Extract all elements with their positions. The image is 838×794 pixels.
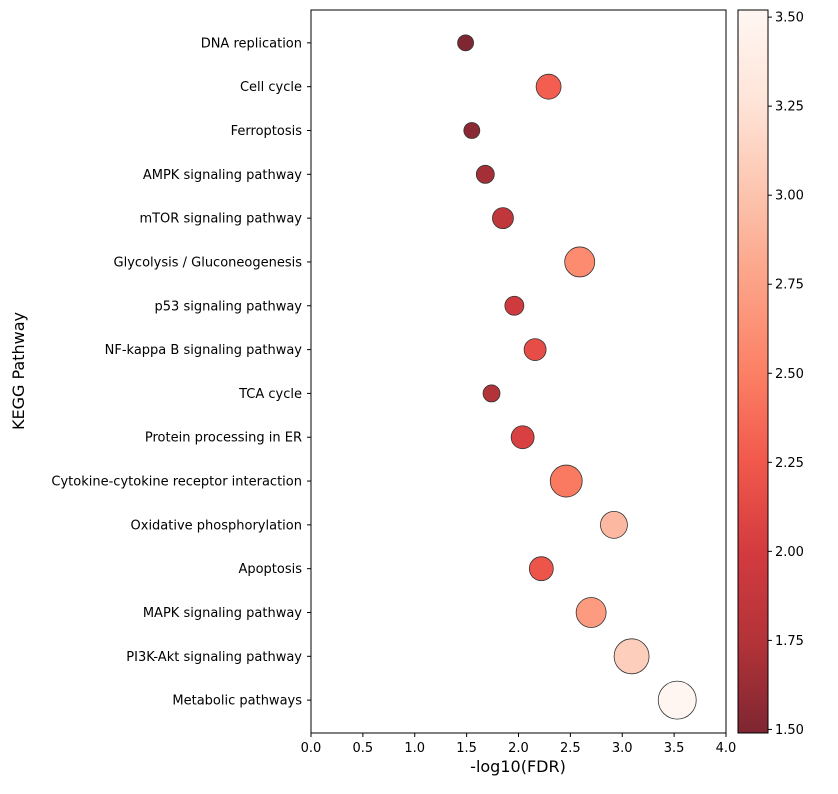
y-tick-label: Apoptosis xyxy=(238,562,302,577)
plot-marks xyxy=(457,34,697,720)
bubble-point xyxy=(475,164,495,184)
y-tick-label: Cell cycle xyxy=(240,80,302,95)
y-tick-label: Protein processing in ER xyxy=(145,431,302,446)
y-tick-label: PI3K-Akt signaling pathway xyxy=(126,650,302,665)
y-tick-label: Cytokine-cytokine receptor interaction xyxy=(51,475,302,490)
x-tick-label: 0.5 xyxy=(353,741,374,756)
colorbar-tick-label: 2.00 xyxy=(775,545,804,560)
y-tick-label: TCA cycle xyxy=(238,387,302,402)
y-tick-label: NF-kappa B signaling pathway xyxy=(105,343,303,358)
x-tick-label: 0.0 xyxy=(301,741,322,756)
colorbar: 1.50 1.75 2.00 2.25 2.50 2.75 3.00 3.25 3.50 xyxy=(737,9,804,738)
y-tick-label: Ferroptosis xyxy=(231,124,303,139)
x-tick-label: 1.5 xyxy=(456,741,477,756)
colorbar-gradient xyxy=(737,9,769,734)
bubble-point xyxy=(482,384,501,403)
plot-frame xyxy=(310,9,727,734)
y-axis-ticks: DNA replication Cell cycle Ferroptosis AMPK… xyxy=(51,36,311,709)
y-tick-label: AMPK signaling pathway xyxy=(143,168,302,183)
y-tick-label: mTOR signaling pathway xyxy=(139,212,302,227)
bubble-point xyxy=(535,73,562,100)
x-tick-label: 3.0 xyxy=(612,741,633,756)
colorbar-tick-label: 3.25 xyxy=(775,100,804,115)
y-tick-label: Oxidative phosphorylation xyxy=(131,518,302,533)
bubble-point xyxy=(613,638,650,675)
y-axis-label: KEGG Pathway xyxy=(9,312,28,430)
x-tick-label: 4.0 xyxy=(716,741,737,756)
bubble-point xyxy=(492,207,514,230)
colorbar-tick-label: 3.00 xyxy=(775,189,804,204)
x-tick-label: 3.5 xyxy=(664,741,685,756)
bubble-point xyxy=(564,246,596,278)
bubble-point xyxy=(523,338,547,361)
colorbar-tick-label: 2.50 xyxy=(775,367,804,382)
bubble-point xyxy=(504,295,525,316)
bubble-point xyxy=(510,425,535,450)
y-tick-label: DNA replication xyxy=(201,36,302,51)
colorbar-tick-label: 2.25 xyxy=(775,456,804,471)
y-tick-label: p53 signaling pathway xyxy=(155,299,303,314)
y-tick-label: Glycolysis / Gluconeogenesis xyxy=(114,255,303,270)
colorbar-tick-label: 2.75 xyxy=(775,278,804,293)
x-tick-label: 2.5 xyxy=(560,741,581,756)
bubble-point xyxy=(457,34,474,52)
x-tick-label: 2.0 xyxy=(508,741,529,756)
bubble-point xyxy=(657,680,697,720)
y-tick-label: MAPK signaling pathway xyxy=(143,606,302,621)
colorbar-tick-label: 3.50 xyxy=(775,11,804,26)
bubble-point xyxy=(600,510,628,539)
y-tick-label: Metabolic pathways xyxy=(172,694,302,709)
colorbar-tick-label: 1.50 xyxy=(775,723,804,738)
bubble-point xyxy=(575,597,607,628)
x-axis-label: -log10(FDR) xyxy=(470,757,566,776)
bubble-point xyxy=(463,122,481,139)
bubble-point xyxy=(528,556,554,582)
x-axis-ticks: 0.0 0.5 1.0 1.5 2.0 2.5 3.0 3.5 4.0 xyxy=(301,733,737,756)
x-tick-label: 1.0 xyxy=(404,741,425,756)
colorbar-tick-label: 1.75 xyxy=(775,634,804,649)
bubble-point xyxy=(549,464,583,498)
